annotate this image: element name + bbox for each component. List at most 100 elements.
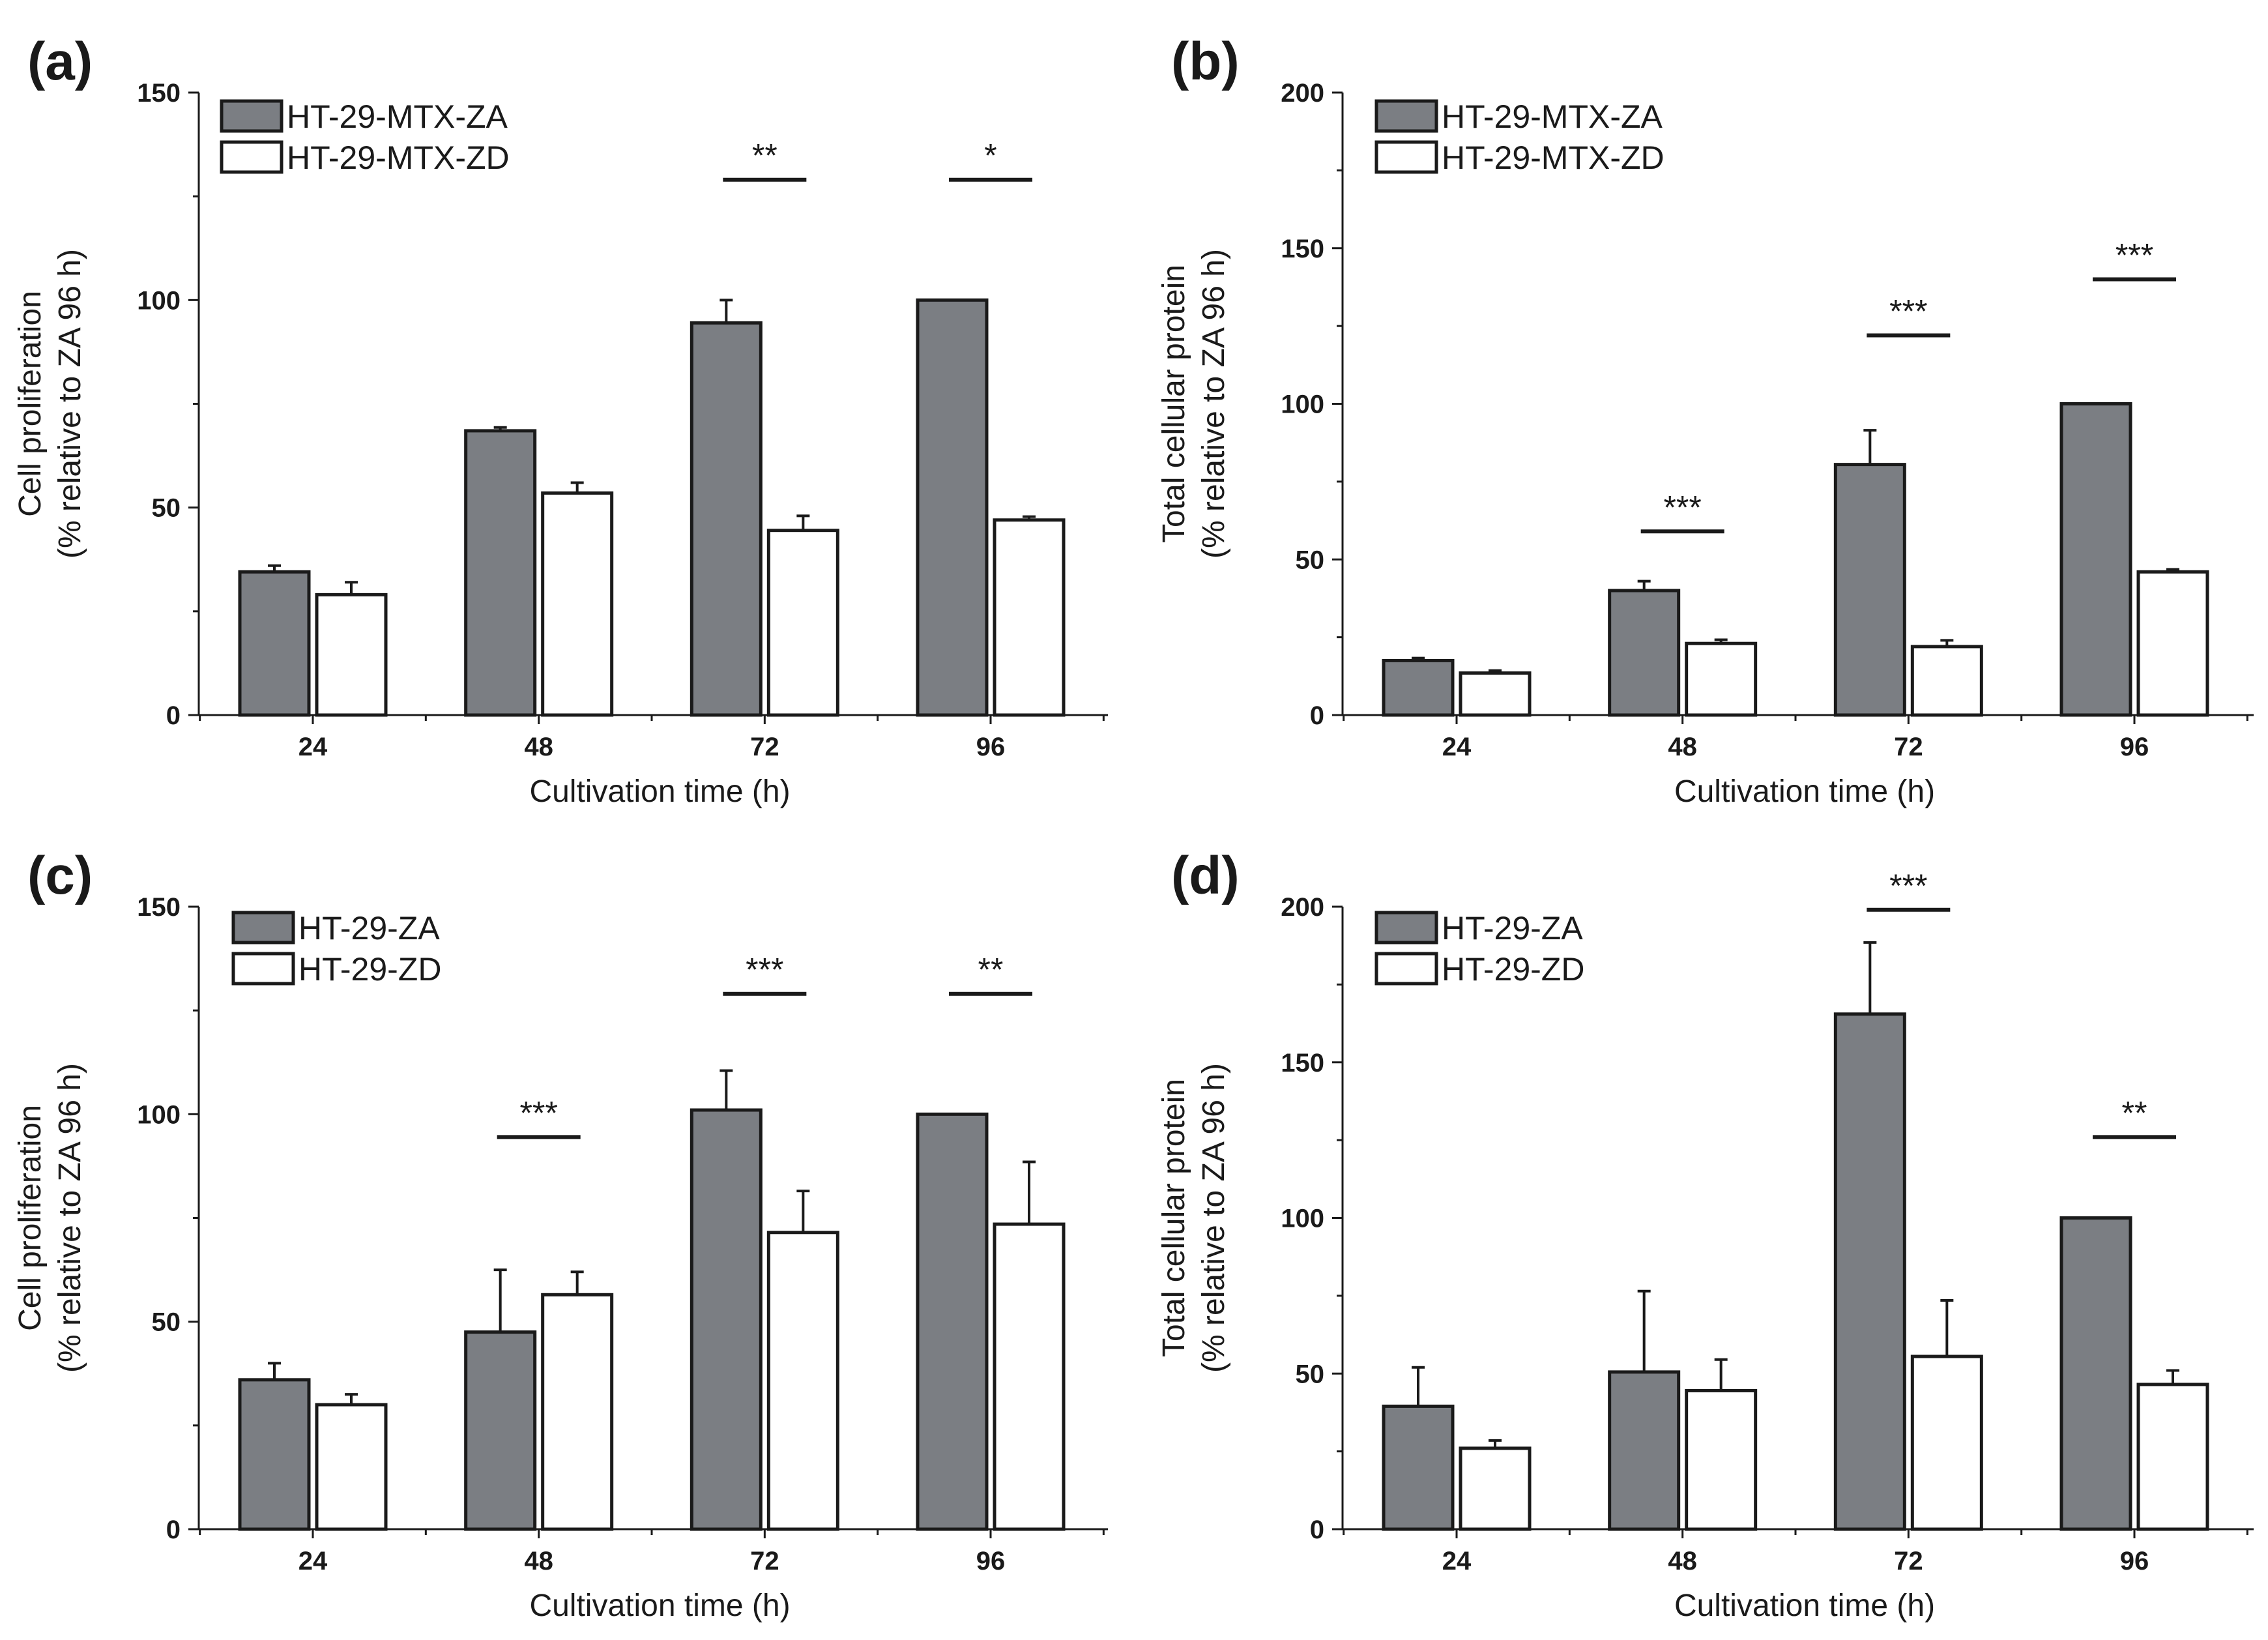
- bar-za: [464, 429, 537, 717]
- significance-label: ***: [1663, 489, 1701, 525]
- y-tick-label: 150: [1281, 235, 1324, 263]
- bar-zd: [1459, 1446, 1532, 1531]
- bar-zd: [766, 1231, 839, 1531]
- x-tick-label: 24: [298, 733, 328, 761]
- bar-za: [1608, 1370, 1681, 1531]
- significance-label: ***: [746, 952, 783, 988]
- y-tick-label: 100: [137, 1100, 181, 1129]
- bar-za: [238, 570, 311, 717]
- bar-zd: [541, 1293, 614, 1531]
- bar-za: [690, 1108, 763, 1531]
- bar-zd: [2136, 1383, 2209, 1531]
- legend-label: HT-29-ZD: [298, 951, 441, 988]
- bar-zd: [1685, 641, 1758, 717]
- x-tick-label: 24: [298, 1547, 328, 1575]
- x-tick-label: 72: [1894, 1547, 1923, 1575]
- y-tick-label: 50: [1296, 546, 1325, 574]
- bar-zd: [1685, 1389, 1758, 1531]
- bar-za: [464, 1330, 537, 1531]
- bar-zd: [1910, 1354, 1983, 1531]
- panel-label: (b): [1171, 32, 1240, 91]
- x-tick-label: 24: [1442, 1547, 1472, 1575]
- panel-b: (b) 0 50 100 150 200 24 48 72 96 *** *** *** HT-29-MT…: [1157, 32, 2254, 809]
- bar-zd: [315, 1403, 388, 1531]
- x-tick-label: 72: [1894, 733, 1923, 761]
- y-tick-label: 0: [1310, 1516, 1324, 1544]
- bar-za: [1382, 1404, 1455, 1531]
- legend-label: HT-29-MTX-ZA: [1442, 98, 1663, 135]
- legend-swatch: [220, 99, 284, 133]
- bar-za: [690, 321, 763, 717]
- bar-za: [1833, 463, 1906, 717]
- y-tick-label: 150: [137, 893, 181, 922]
- significance-label: ***: [519, 1094, 557, 1131]
- bar-zd: [315, 593, 388, 717]
- legend-swatch: [1374, 952, 1438, 986]
- y-axis-title-line1: Cell proliferation: [13, 1105, 48, 1331]
- bar-zd: [1910, 645, 1983, 717]
- significance-label: **: [2122, 1094, 2147, 1131]
- bar-za: [916, 298, 989, 717]
- legend-label: HT-29-ZA: [1442, 910, 1583, 946]
- x-tick-label: 96: [976, 1547, 1006, 1575]
- y-tick-label: 0: [166, 1516, 181, 1544]
- x-tick-label: 48: [524, 1547, 553, 1575]
- y-axis-title-line1: Total cellular protein: [1157, 265, 1191, 543]
- panel-label: (a): [27, 32, 93, 91]
- y-tick-label: 100: [137, 286, 181, 315]
- y-tick-label: 50: [1296, 1360, 1325, 1388]
- x-tick-label: 48: [1668, 1547, 1697, 1575]
- significance-label: ***: [1889, 868, 1927, 904]
- x-tick-label: 96: [976, 733, 1006, 761]
- legend-swatch: [231, 952, 295, 986]
- x-tick-label: 48: [524, 733, 553, 761]
- x-axis-title: Cultivation time (h): [529, 1589, 790, 1623]
- legend-swatch: [220, 140, 284, 174]
- y-tick-label: 50: [152, 494, 181, 523]
- legend-label: HT-29-MTX-ZD: [287, 139, 510, 176]
- x-tick-label: 72: [750, 1547, 779, 1575]
- legend-label: HT-29-MTX-ZA: [287, 98, 508, 135]
- x-tick-label: 48: [1668, 733, 1697, 761]
- legend-label: HT-29-MTX-ZD: [1442, 139, 1665, 176]
- y-tick-label: 0: [1310, 701, 1324, 730]
- bar-za: [1608, 589, 1681, 717]
- bar-za: [1833, 1012, 1906, 1531]
- legend-label: HT-29-ZD: [1442, 951, 1584, 988]
- y-tick-label: 150: [137, 79, 181, 108]
- bar-za: [916, 1112, 989, 1531]
- y-tick-label: 100: [1281, 390, 1324, 419]
- y-tick-label: 0: [166, 701, 181, 730]
- significance-label: **: [978, 952, 1004, 988]
- significance-label: ***: [2115, 237, 2153, 274]
- panel-label: (d): [1171, 846, 1240, 905]
- bar-za: [238, 1378, 311, 1531]
- legend-swatch: [1374, 140, 1438, 174]
- bar-zd: [766, 529, 839, 717]
- legend-swatch: [1374, 99, 1438, 133]
- panel-label: (c): [27, 846, 93, 905]
- bar-zd: [993, 1222, 1066, 1531]
- x-axis-title: Cultivation time (h): [1674, 774, 1935, 809]
- x-tick-label: 96: [2120, 1547, 2149, 1575]
- legend-swatch: [231, 911, 295, 944]
- y-tick-label: 150: [1281, 1049, 1324, 1077]
- bar-za: [1382, 658, 1455, 717]
- y-axis-title-line1: Cell proliferation: [13, 291, 48, 517]
- x-tick-label: 72: [750, 733, 779, 761]
- x-axis-title: Cultivation time (h): [1674, 1589, 1935, 1623]
- y-axis-title-line2: (% relative to ZA 96 h): [53, 249, 87, 559]
- significance-label: *: [984, 138, 996, 174]
- y-tick-label: 100: [1281, 1205, 1324, 1233]
- significance-label: **: [752, 138, 778, 174]
- y-tick-label: 200: [1281, 893, 1324, 922]
- x-tick-label: 24: [1442, 733, 1472, 761]
- significance-label: ***: [1889, 293, 1927, 329]
- bar-zd: [993, 518, 1066, 717]
- x-axis-title: Cultivation time (h): [529, 774, 790, 809]
- bar-zd: [1459, 671, 1532, 717]
